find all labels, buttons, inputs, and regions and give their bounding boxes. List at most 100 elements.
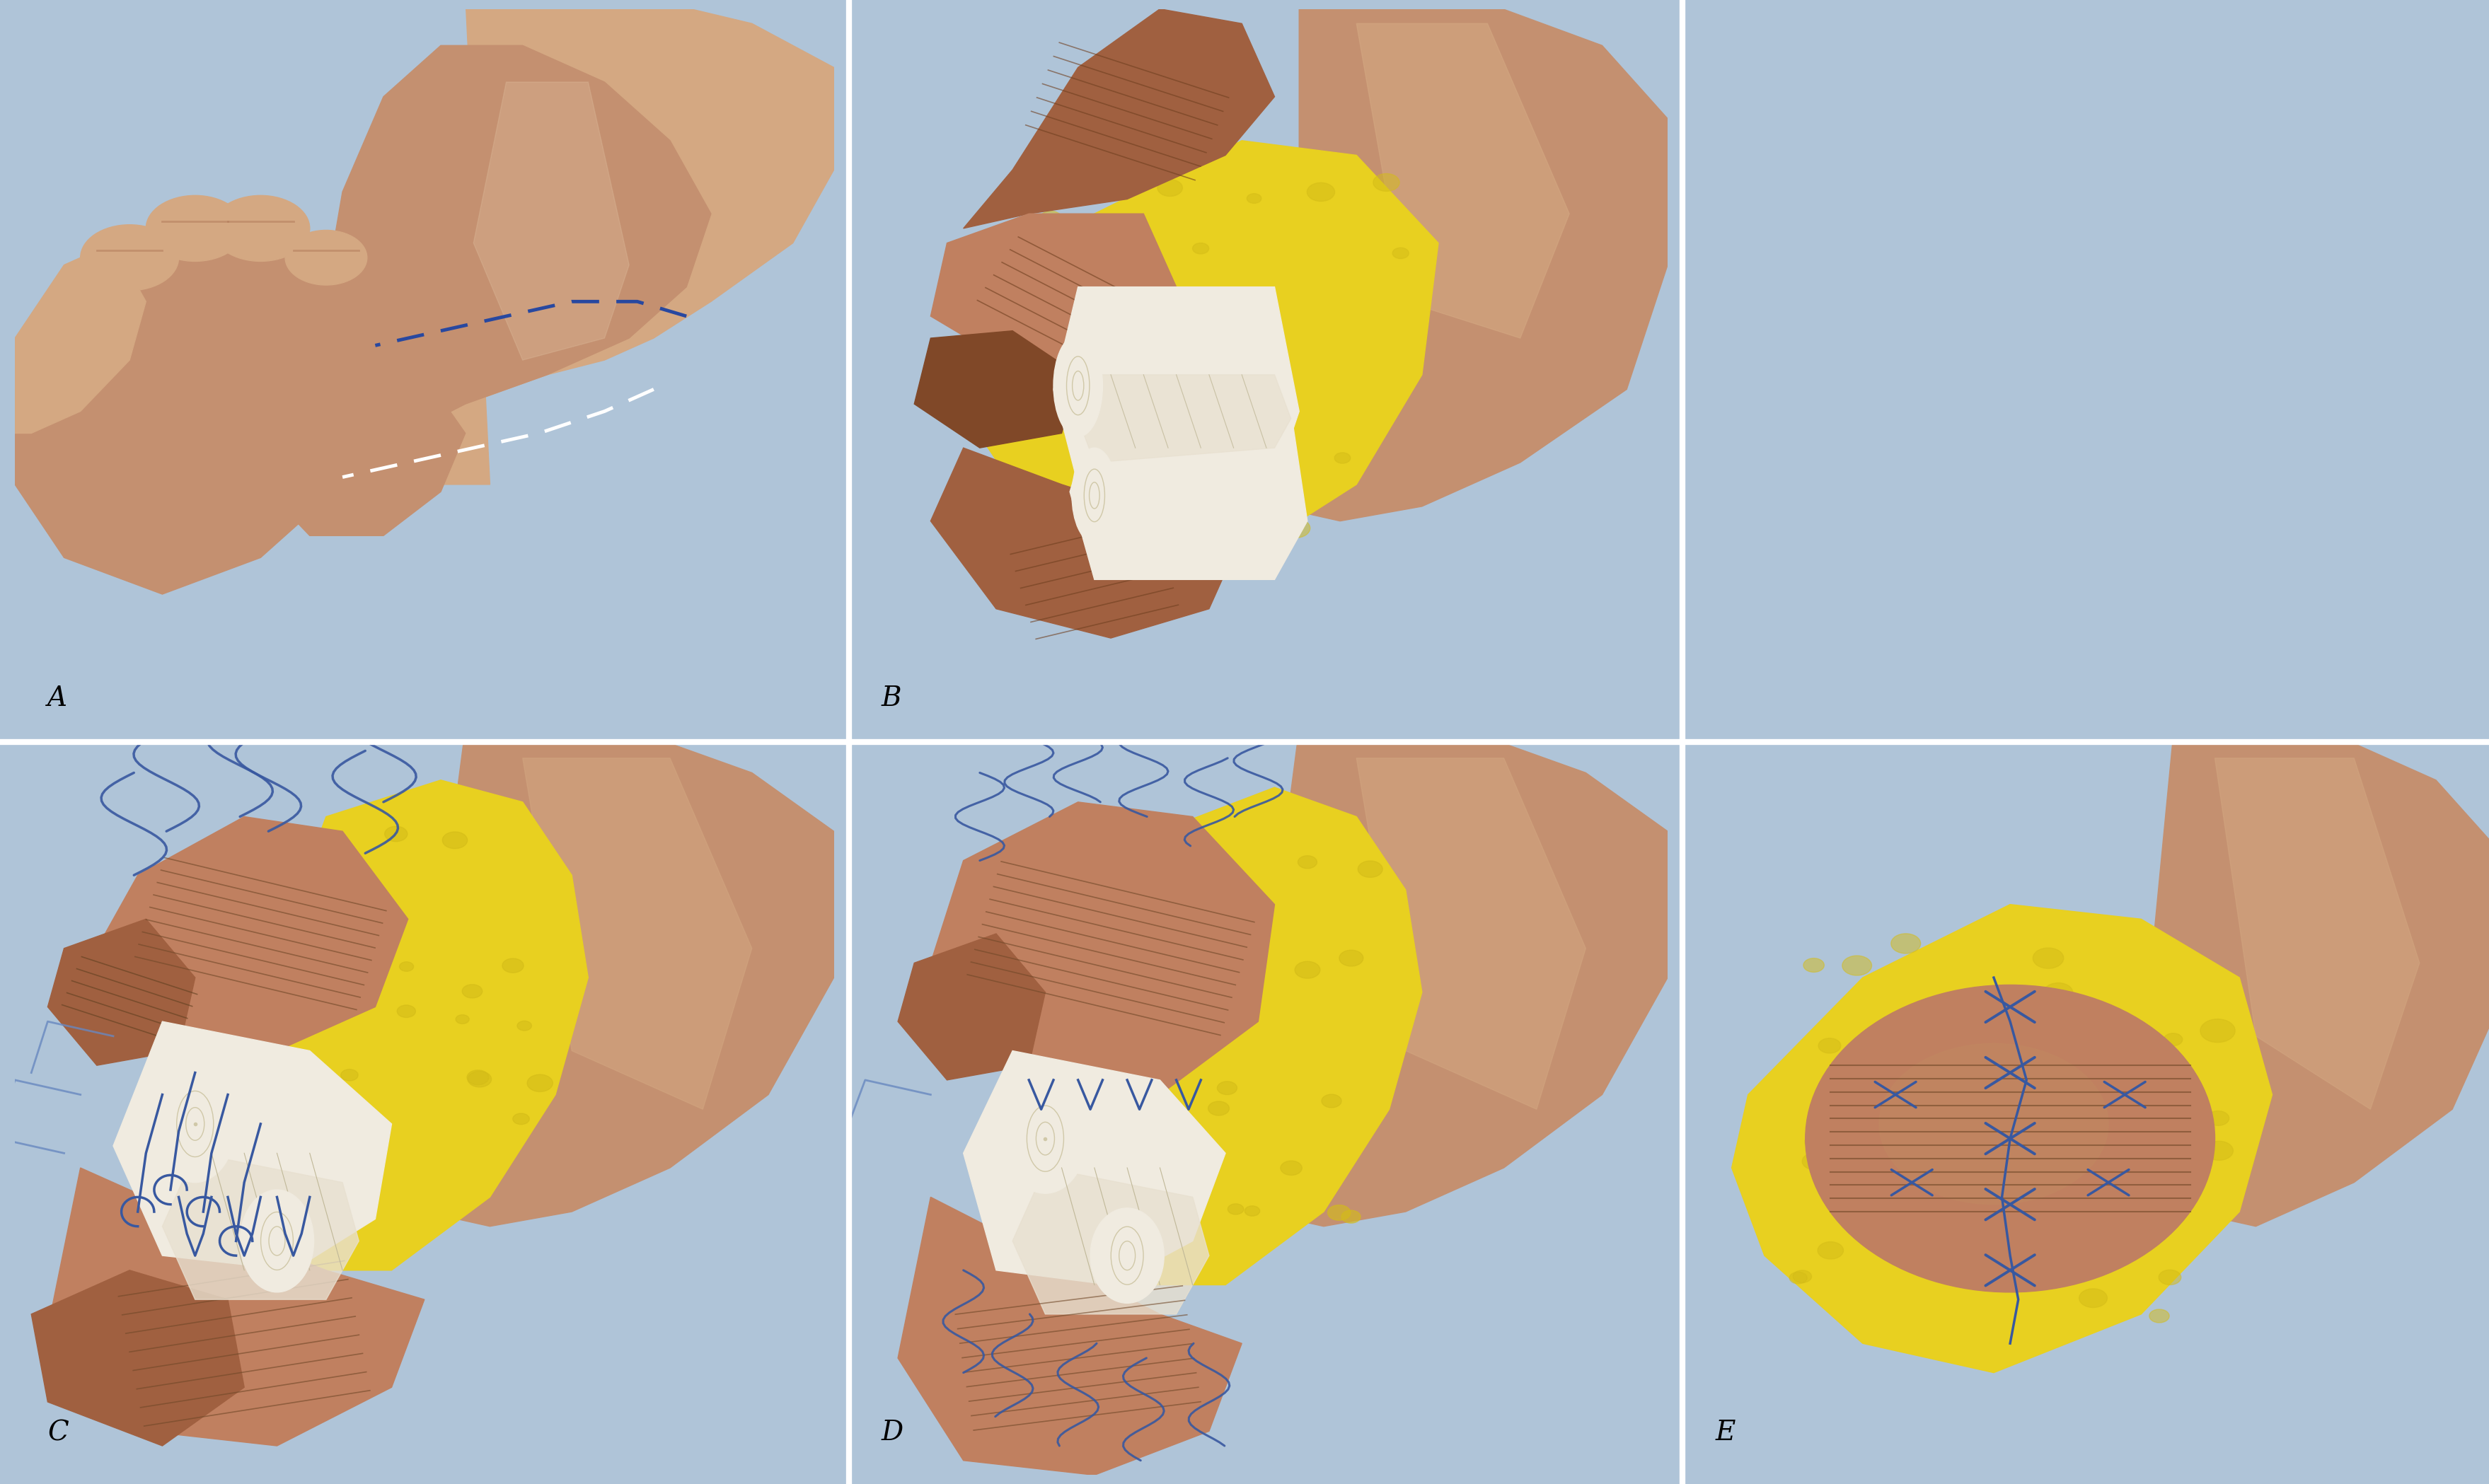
Ellipse shape: [286, 230, 366, 285]
Text: D: D: [881, 1420, 904, 1445]
Ellipse shape: [1307, 183, 1334, 202]
Ellipse shape: [513, 1113, 530, 1125]
Ellipse shape: [2150, 1309, 2170, 1322]
Ellipse shape: [1842, 956, 1872, 975]
Ellipse shape: [1872, 1174, 1904, 1195]
Ellipse shape: [1359, 861, 1381, 877]
Polygon shape: [408, 0, 834, 484]
Ellipse shape: [1157, 180, 1182, 196]
Ellipse shape: [398, 1005, 416, 1018]
Polygon shape: [1078, 788, 1421, 1285]
Ellipse shape: [1217, 1082, 1237, 1095]
Ellipse shape: [1964, 990, 1991, 1009]
Ellipse shape: [1088, 417, 1108, 432]
Ellipse shape: [316, 987, 331, 996]
Polygon shape: [32, 1270, 244, 1445]
Polygon shape: [1357, 24, 1571, 338]
Ellipse shape: [518, 1021, 533, 1030]
Ellipse shape: [2056, 1039, 2081, 1055]
Ellipse shape: [1152, 426, 1175, 441]
Ellipse shape: [463, 984, 483, 999]
Ellipse shape: [1792, 1270, 1812, 1282]
Ellipse shape: [1892, 933, 1922, 953]
Ellipse shape: [1150, 1060, 1175, 1076]
Ellipse shape: [2200, 1020, 2235, 1042]
Polygon shape: [899, 933, 1045, 1080]
Ellipse shape: [2034, 948, 2063, 969]
Ellipse shape: [1075, 237, 1090, 246]
Ellipse shape: [1294, 962, 1319, 978]
Ellipse shape: [1805, 985, 2215, 1293]
Ellipse shape: [1073, 448, 1118, 543]
Polygon shape: [1242, 729, 1668, 1226]
Ellipse shape: [1267, 414, 1289, 429]
Polygon shape: [473, 82, 630, 361]
Text: B: B: [881, 686, 901, 711]
Ellipse shape: [80, 224, 179, 291]
Ellipse shape: [1227, 1204, 1244, 1214]
Ellipse shape: [1207, 1101, 1230, 1116]
Polygon shape: [931, 214, 1177, 375]
Polygon shape: [2133, 729, 2489, 1226]
Ellipse shape: [1040, 211, 1063, 227]
Ellipse shape: [2208, 1112, 2230, 1125]
Polygon shape: [408, 729, 834, 1226]
Ellipse shape: [1230, 922, 1257, 939]
Ellipse shape: [386, 827, 408, 841]
Polygon shape: [1070, 411, 1307, 580]
Polygon shape: [963, 141, 1439, 558]
Ellipse shape: [528, 1074, 553, 1092]
Ellipse shape: [503, 959, 523, 972]
Ellipse shape: [1854, 1215, 1874, 1229]
Ellipse shape: [1220, 459, 1249, 478]
Polygon shape: [97, 816, 408, 1051]
Polygon shape: [899, 1198, 1242, 1475]
Ellipse shape: [1215, 315, 1230, 324]
Ellipse shape: [341, 1070, 358, 1080]
Polygon shape: [963, 1051, 1225, 1285]
Ellipse shape: [1279, 1160, 1302, 1175]
Ellipse shape: [1327, 1205, 1352, 1220]
Ellipse shape: [455, 1015, 470, 1024]
Polygon shape: [244, 781, 587, 1270]
Ellipse shape: [1180, 421, 1202, 436]
Ellipse shape: [1018, 229, 1043, 246]
Ellipse shape: [1391, 248, 1409, 258]
Ellipse shape: [1180, 975, 1205, 991]
Ellipse shape: [1185, 484, 1205, 499]
Ellipse shape: [1966, 1251, 1989, 1266]
Polygon shape: [1053, 286, 1299, 484]
Ellipse shape: [1162, 427, 1190, 445]
Ellipse shape: [1879, 1043, 2108, 1205]
Ellipse shape: [284, 1012, 304, 1025]
Ellipse shape: [356, 868, 371, 879]
Ellipse shape: [147, 196, 244, 261]
Ellipse shape: [2043, 982, 2073, 1002]
Polygon shape: [162, 1153, 358, 1300]
Ellipse shape: [1339, 950, 1364, 966]
Ellipse shape: [2138, 1152, 2155, 1165]
Polygon shape: [326, 46, 712, 433]
Ellipse shape: [331, 844, 348, 856]
Ellipse shape: [443, 833, 468, 849]
Ellipse shape: [1342, 1211, 1361, 1223]
Ellipse shape: [1162, 1208, 1180, 1218]
Ellipse shape: [1322, 1094, 1342, 1107]
Ellipse shape: [301, 887, 326, 904]
Text: E: E: [1715, 1420, 1735, 1445]
Ellipse shape: [468, 1071, 490, 1088]
Polygon shape: [1732, 904, 2272, 1373]
Ellipse shape: [1132, 491, 1155, 508]
Polygon shape: [523, 758, 752, 1110]
Ellipse shape: [1157, 1020, 1172, 1030]
Ellipse shape: [1135, 960, 1150, 969]
Ellipse shape: [1282, 518, 1309, 537]
Ellipse shape: [1006, 1083, 1085, 1193]
Ellipse shape: [2073, 1172, 2091, 1184]
Polygon shape: [1078, 375, 1292, 463]
Ellipse shape: [1802, 1153, 1827, 1169]
Ellipse shape: [239, 1190, 314, 1293]
Ellipse shape: [154, 1066, 236, 1183]
Ellipse shape: [2163, 1033, 2183, 1046]
Ellipse shape: [2086, 1229, 2118, 1251]
